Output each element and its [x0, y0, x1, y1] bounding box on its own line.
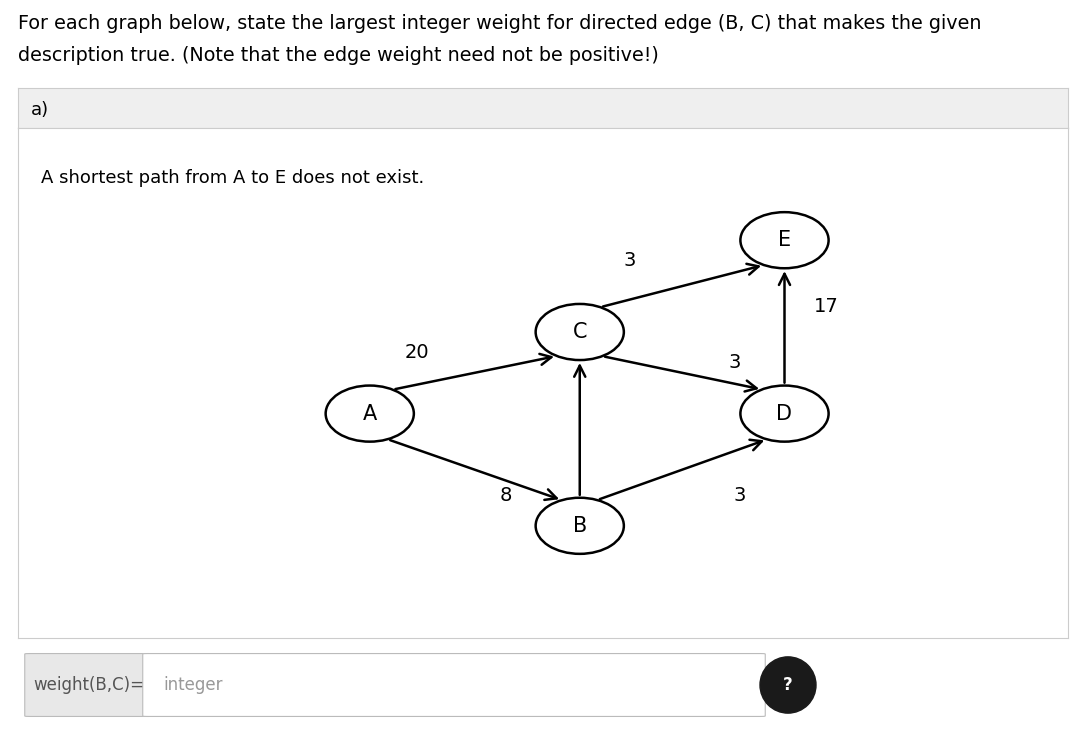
Text: C: C: [572, 322, 588, 342]
Text: A: A: [363, 404, 377, 424]
Text: 20: 20: [405, 343, 429, 362]
Ellipse shape: [326, 385, 414, 442]
Text: 17: 17: [814, 297, 838, 316]
Text: weight(B,C)=: weight(B,C)=: [34, 676, 144, 694]
FancyBboxPatch shape: [25, 653, 153, 716]
Text: E: E: [778, 230, 791, 250]
Text: 8: 8: [500, 486, 513, 505]
Text: 3: 3: [729, 353, 741, 372]
Text: description true. (Note that the edge weight need not be positive!): description true. (Note that the edge we…: [18, 46, 659, 65]
Text: integer: integer: [164, 676, 224, 694]
Text: B: B: [572, 516, 586, 536]
Ellipse shape: [741, 212, 829, 268]
Text: 3: 3: [734, 486, 746, 505]
Text: 3: 3: [623, 251, 635, 270]
Ellipse shape: [535, 498, 623, 554]
Ellipse shape: [535, 304, 623, 360]
Ellipse shape: [741, 385, 829, 442]
Text: ?: ?: [783, 676, 793, 694]
FancyBboxPatch shape: [142, 653, 766, 716]
Text: a): a): [30, 101, 49, 119]
Ellipse shape: [760, 657, 816, 713]
Text: A shortest path from A to E does not exist.: A shortest path from A to E does not exi…: [41, 169, 425, 186]
Text: For each graph below, state the largest integer weight for directed edge (B, C) : For each graph below, state the largest …: [18, 14, 982, 33]
Text: D: D: [776, 404, 793, 424]
